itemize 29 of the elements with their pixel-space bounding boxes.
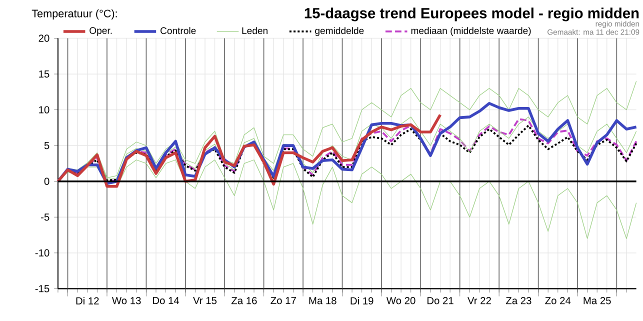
y-tick-label: 5 bbox=[44, 142, 50, 150]
legend-label: mediaan (middelste waarde) bbox=[411, 26, 531, 36]
y-tick-label: 0 bbox=[44, 178, 50, 185]
legend-label: Leden bbox=[242, 26, 268, 34]
chart-title: 15-daagse trend Europees model - regio midden bbox=[304, 7, 639, 22]
x-tick-label: Za 16 bbox=[232, 296, 257, 304]
x-tick-label: Zo 17 bbox=[270, 296, 296, 304]
x-tick-label: Ma 25 bbox=[584, 296, 611, 304]
y-tick-label: 20 bbox=[38, 34, 50, 42]
x-tick-label: Vr 15 bbox=[193, 296, 217, 304]
x-tick-label: Zo 24 bbox=[545, 296, 571, 304]
x-tick-label: Do 14 bbox=[153, 296, 180, 304]
x-tick-label: Wo 20 bbox=[386, 296, 416, 304]
y-tick-label: -5 bbox=[41, 213, 50, 221]
x-tick-label: Wo 13 bbox=[112, 296, 141, 304]
x-tick-label: Vr 22 bbox=[468, 296, 491, 304]
x-tick-label: Di 12 bbox=[76, 296, 99, 304]
y-tick-label: -15 bbox=[35, 285, 50, 292]
legend-label: Controle bbox=[160, 26, 196, 34]
x-tick-label: Ma 18 bbox=[309, 296, 336, 304]
y-tick-label: 10 bbox=[39, 106, 50, 114]
legend-label: gemiddelde bbox=[315, 26, 364, 36]
x-tick-label: Do 21 bbox=[427, 296, 454, 304]
x-tick-label: Za 23 bbox=[506, 296, 532, 304]
x-tick-label: Di 19 bbox=[350, 296, 374, 304]
legend-label: Oper. bbox=[90, 27, 112, 36]
y-tick-label: -10 bbox=[35, 249, 50, 256]
y-tick-label: 15 bbox=[39, 70, 50, 78]
y-axis-title: Temperatuur (°C): bbox=[32, 9, 117, 20]
